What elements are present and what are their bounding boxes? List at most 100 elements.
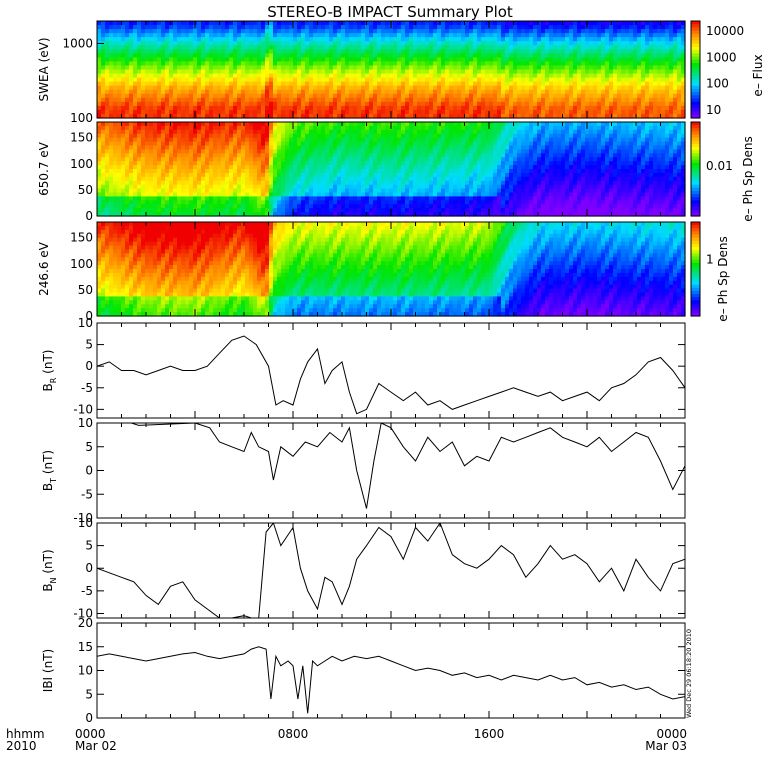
heatmap-cell	[629, 61, 634, 67]
heatmap-cell	[281, 45, 286, 50]
heatmap-cell	[133, 145, 138, 151]
heatmap-cell	[201, 145, 206, 151]
heatmap-cell	[549, 73, 554, 79]
heatmap-cell	[617, 105, 622, 111]
heatmap-cell	[261, 161, 266, 166]
heatmap-cell	[485, 33, 490, 38]
heatmap-cell	[181, 93, 186, 99]
heatmap-cell	[105, 21, 110, 26]
heatmap-cell	[157, 122, 162, 127]
heatmap-cell	[353, 69, 358, 75]
heatmap-cell	[197, 129, 202, 135]
heatmap-cell	[353, 85, 358, 91]
heatmap-cell	[641, 77, 646, 83]
heatmap-cell	[97, 73, 102, 79]
heatmap-cell	[481, 97, 486, 103]
heatmap-cell	[525, 25, 530, 30]
heatmap-cell	[245, 200, 250, 205]
heatmap-cell	[421, 49, 426, 54]
heatmap-cell	[301, 73, 306, 79]
heatmap-cell	[145, 85, 150, 91]
heatmap-cell	[669, 45, 674, 50]
heatmap-cell	[249, 149, 254, 154]
heatmap-cell	[325, 69, 330, 75]
heatmap-cell	[297, 49, 302, 54]
heatmap-cell	[109, 73, 114, 79]
heatmap-cell	[217, 204, 222, 209]
heatmap-cell	[145, 113, 150, 119]
heatmap-cell	[561, 37, 566, 42]
heatmap-cell	[633, 101, 638, 107]
heatmap-cell	[145, 21, 150, 26]
heatmap-cell	[509, 113, 514, 119]
heatmap-cell	[145, 184, 150, 190]
heatmap-cell	[209, 53, 214, 58]
heatmap-cell	[449, 69, 454, 75]
heatmap-cell	[233, 105, 238, 111]
heatmap-cell	[637, 33, 642, 38]
heatmap-cell	[621, 113, 626, 119]
heatmap-cell	[289, 77, 294, 83]
heatmap-cell	[133, 53, 138, 58]
heatmap-cell	[385, 65, 390, 71]
heatmap-cell	[381, 41, 386, 46]
heatmap-cell	[165, 172, 170, 178]
heatmap-cell	[277, 133, 282, 139]
heatmap-cell	[229, 196, 234, 201]
heatmap-cell	[225, 33, 230, 38]
heatmap-cell	[317, 161, 322, 166]
heatmap-cell	[317, 25, 322, 30]
heatmap-cell	[493, 101, 498, 107]
heatmap-cell	[633, 93, 638, 99]
heatmap-cell	[333, 29, 338, 34]
heatmap-cell	[245, 180, 250, 186]
heatmap-cell	[461, 53, 466, 58]
heatmap-cell	[621, 97, 626, 103]
heatmap-cell	[149, 57, 154, 63]
heatmap-cell	[541, 85, 546, 91]
heatmap-cell	[345, 77, 350, 83]
heatmap-cell	[573, 93, 578, 99]
heatmap-cell	[349, 97, 354, 103]
heatmap-cell	[201, 208, 206, 213]
heatmap-cell	[253, 141, 258, 147]
heatmap-cell	[213, 41, 218, 46]
heatmap-cell	[661, 81, 666, 87]
heatmap-cell	[309, 153, 314, 158]
heatmap-cell	[673, 109, 678, 115]
heatmap-cell	[165, 169, 170, 174]
heatmap-cell	[117, 176, 122, 182]
heatmap-cell	[193, 61, 198, 67]
heatmap-cell	[161, 21, 166, 26]
heatmap-cell	[225, 53, 230, 58]
heatmap-cell	[581, 101, 586, 107]
heatmap-cell	[117, 172, 122, 178]
heatmap-cell	[133, 45, 138, 50]
heatmap-cell	[621, 77, 626, 83]
heatmap-cell	[345, 85, 350, 91]
heatmap-cell	[637, 37, 642, 42]
heatmap-cell	[457, 101, 462, 107]
heatmap-cell	[189, 85, 194, 91]
heatmap-cell	[377, 57, 382, 63]
heatmap-cell	[637, 81, 642, 87]
heatmap-cell	[121, 41, 126, 46]
heatmap-cell	[157, 101, 162, 107]
heatmap-cell	[321, 69, 326, 75]
heatmap-cell	[657, 73, 662, 79]
heatmap-cell	[217, 65, 222, 71]
heatmap-cell	[653, 61, 658, 67]
heatmap-cell	[349, 113, 354, 119]
heatmap-cell	[249, 105, 254, 111]
heatmap-cell	[137, 188, 142, 194]
heatmap-cell	[149, 149, 154, 154]
heatmap-cell	[501, 73, 506, 79]
heatmap-cell	[493, 73, 498, 79]
heatmap-cell	[393, 113, 398, 119]
heatmap-cell	[129, 73, 134, 79]
heatmap-cell	[425, 41, 430, 46]
heatmap-cell	[481, 73, 486, 79]
heatmap-cell	[609, 77, 614, 83]
heatmap-cell	[589, 105, 594, 111]
heatmap-cell	[209, 157, 214, 162]
